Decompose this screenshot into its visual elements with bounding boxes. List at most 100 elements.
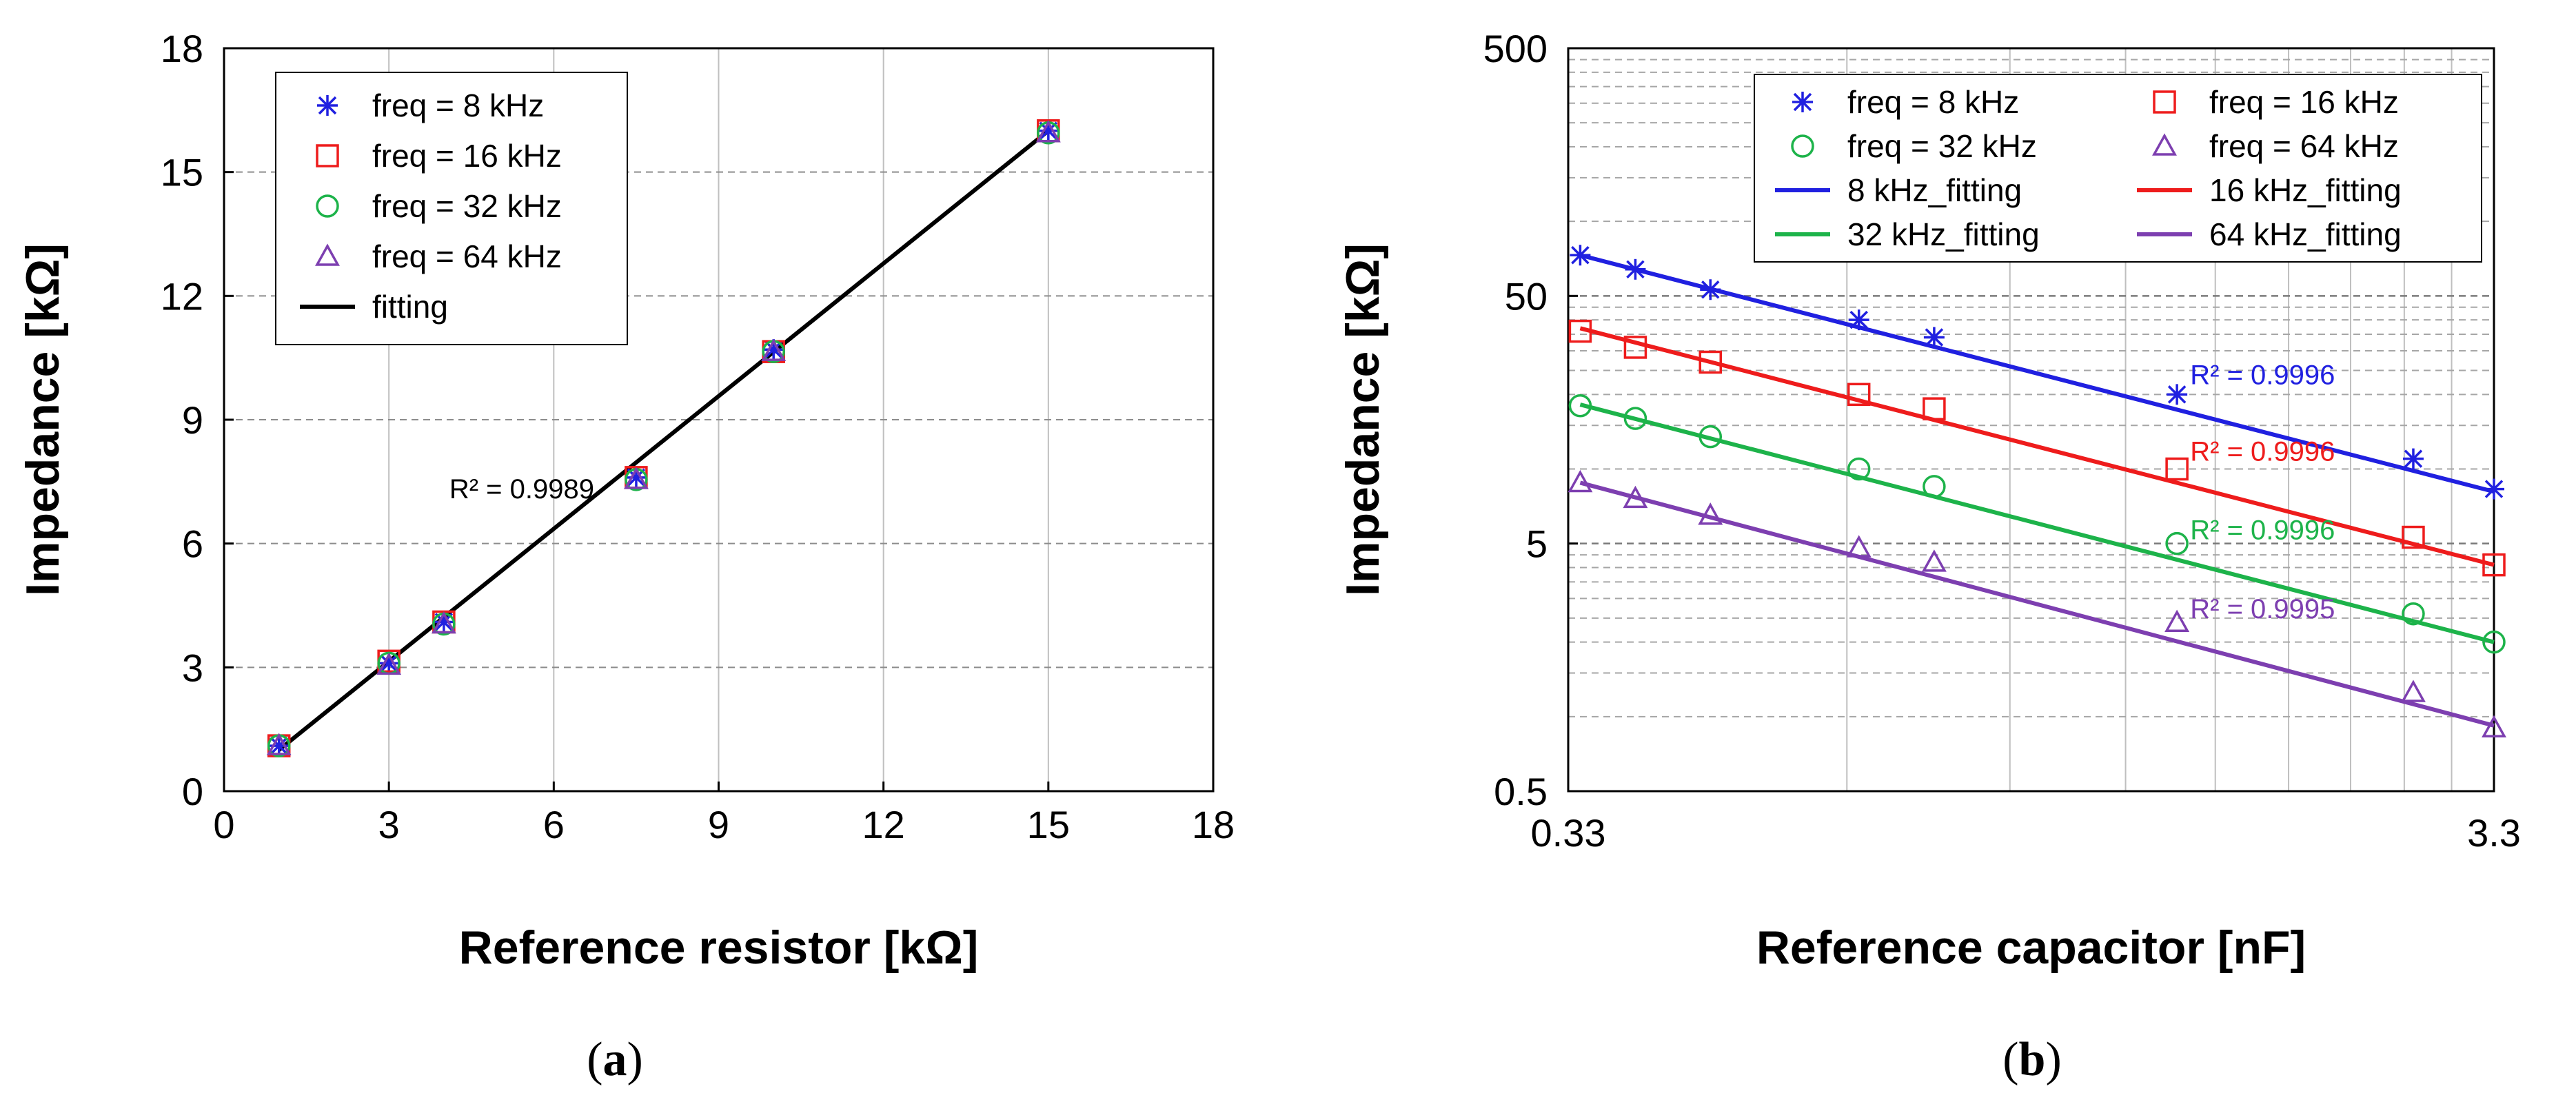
legend-label-3: freq = 64 kHz xyxy=(2209,128,2399,164)
data-point-s3-5-shape xyxy=(2164,609,2190,632)
r2-label-3: R² = 0.9995 xyxy=(2190,594,2335,624)
legend-box xyxy=(275,72,628,345)
data-point-s0-2-d2 xyxy=(1701,280,1720,299)
legend-label-2: freq = 32 kHz xyxy=(1847,128,2037,164)
panel-label-letter: b xyxy=(2019,1033,2046,1086)
data-point-s3-2 xyxy=(1698,502,1723,525)
data-point-s3-4-shape xyxy=(1921,549,1947,572)
legend-label-0: freq = 8 kHz xyxy=(1847,84,2019,120)
data-point-s3-7-shape xyxy=(2482,715,2506,738)
y-tick-label: 12 xyxy=(161,274,203,318)
panel-label-open: ( xyxy=(587,1033,602,1086)
data-point-s0-4-d2 xyxy=(1925,328,1944,347)
r2-label-1: R² = 0.9996 xyxy=(2190,436,2335,467)
data-point-s1-6 xyxy=(2402,525,2425,549)
data-point-s3-0-shape xyxy=(266,733,292,755)
data-point-s1-4-shape xyxy=(1923,397,1946,420)
y-tick-label: 6 xyxy=(182,522,203,566)
data-point-s3-5 xyxy=(1035,120,1061,143)
panel-label-open: ( xyxy=(2002,1033,2018,1086)
data-point-s3-1 xyxy=(376,652,402,675)
data-point-s1-2 xyxy=(1698,350,1723,374)
data-point-s1-3-shape xyxy=(1847,382,1871,407)
x-tick-label: 15 xyxy=(1027,803,1070,846)
data-point-s1-7 xyxy=(2482,553,2506,577)
x-axis-label: Reference capacitor [nF] xyxy=(1756,921,2306,974)
x-tick-label: 0 xyxy=(213,803,234,846)
data-point-s0-0-d2 xyxy=(1571,246,1590,265)
data-point-s2-6-shape xyxy=(2402,602,2425,626)
data-point-s1-3 xyxy=(1847,382,1871,407)
data-point-s3-3 xyxy=(623,467,649,489)
legend-marker-1-shape xyxy=(2153,90,2176,114)
panel-label-close: ) xyxy=(2045,1033,2061,1086)
data-point-s1-5 xyxy=(2165,457,2189,481)
legend-marker-2-shape xyxy=(1791,134,1814,158)
legend-marker-3 xyxy=(2152,133,2177,156)
data-point-s0-2 xyxy=(1700,279,1721,300)
y-tick-label: 50 xyxy=(1505,274,1548,318)
panel-label-letter: a xyxy=(603,1033,627,1086)
panel-label-a: (a) xyxy=(587,1033,643,1086)
data-point-s3-4 xyxy=(1921,549,1947,572)
data-point-s0-1 xyxy=(1625,258,1646,280)
y-tick-label: 15 xyxy=(161,151,203,194)
data-point-s3-6-shape xyxy=(2400,680,2426,702)
y-tick-label: 500 xyxy=(1483,27,1548,70)
data-point-s0-7-d2 xyxy=(2484,480,2504,498)
data-point-s3-6 xyxy=(2400,680,2426,702)
data-point-s0-7 xyxy=(2484,478,2504,500)
x-tick-label: 18 xyxy=(1192,803,1235,846)
data-point-s1-1 xyxy=(1623,336,1647,359)
x-tick-label: 12 xyxy=(862,803,905,846)
x-tick-label: 6 xyxy=(543,803,565,846)
x-tick-label: 3.3 xyxy=(2467,811,2521,855)
x-axis-label: Reference resistor [kΩ] xyxy=(459,921,979,974)
legend-marker-1-shape xyxy=(316,144,339,167)
data-point-s3-2-shape xyxy=(1698,502,1723,525)
data-point-s2-7 xyxy=(2482,630,2506,654)
data-point-s3-0 xyxy=(266,733,292,755)
data-point-s3-0 xyxy=(1568,469,1593,493)
data-point-s1-6-shape xyxy=(2402,525,2425,549)
y-axis-label: Impedance [kΩ] xyxy=(17,243,69,596)
r2-label-0: R² = 0.9996 xyxy=(2190,360,2335,390)
data-point-s2-2 xyxy=(1698,425,1723,449)
data-point-s3-1-shape xyxy=(376,652,402,675)
data-point-s0-3-d2 xyxy=(1849,310,1868,329)
data-point-s3-3-shape xyxy=(1846,535,1872,558)
data-point-s3-4-shape xyxy=(761,338,787,361)
data-point-s0-6-d2 xyxy=(2404,449,2423,468)
legend-marker-1 xyxy=(2153,90,2176,114)
data-point-s2-1 xyxy=(1623,407,1647,430)
data-point-s0-1-d2 xyxy=(1626,260,1645,279)
data-point-s0-4 xyxy=(1923,327,1945,348)
data-point-s3-5-shape xyxy=(1035,120,1061,143)
data-point-s1-4 xyxy=(1923,397,1946,420)
legend-marker-0 xyxy=(1792,92,1813,112)
data-point-s1-0 xyxy=(1568,319,1592,343)
data-point-s0-1-d2 xyxy=(379,654,398,673)
legend-marker-3-shape xyxy=(2152,133,2177,156)
data-point-s0-0 xyxy=(1570,245,1591,266)
y-tick-label: 5 xyxy=(1526,522,1548,566)
panel-a: 0 3 6 9 12 15 18 0 3 6 9 12 15 18 Reference resistor [… xyxy=(17,27,1235,1086)
data-point-s2-6 xyxy=(2402,602,2425,626)
legend-box xyxy=(1754,74,2482,263)
fit-line-3 xyxy=(1579,480,2495,728)
legend-label-3: freq = 64 kHz xyxy=(372,238,562,274)
r2-label-2: R² = 0.9996 xyxy=(2190,516,2335,546)
y-axis-label: Impedance [kΩ] xyxy=(1337,243,1389,596)
data-point-s3-1-shape xyxy=(1623,485,1648,509)
data-point-s2-7-shape xyxy=(2482,630,2506,654)
data-point-s0-5-d2 xyxy=(2167,385,2187,404)
legend-marker-3 xyxy=(315,243,340,266)
legend-marker-1 xyxy=(316,144,339,167)
data-point-s2-3 xyxy=(1847,457,1871,481)
legend-label-fit: fitting xyxy=(372,289,448,325)
legend-label-7: 64 kHz_fitting xyxy=(2209,216,2402,252)
legend-label-1: freq = 16 kHz xyxy=(372,138,562,174)
data-point-s2-4 xyxy=(1923,475,1946,498)
x-tick-label: 0.33 xyxy=(1531,811,1606,855)
